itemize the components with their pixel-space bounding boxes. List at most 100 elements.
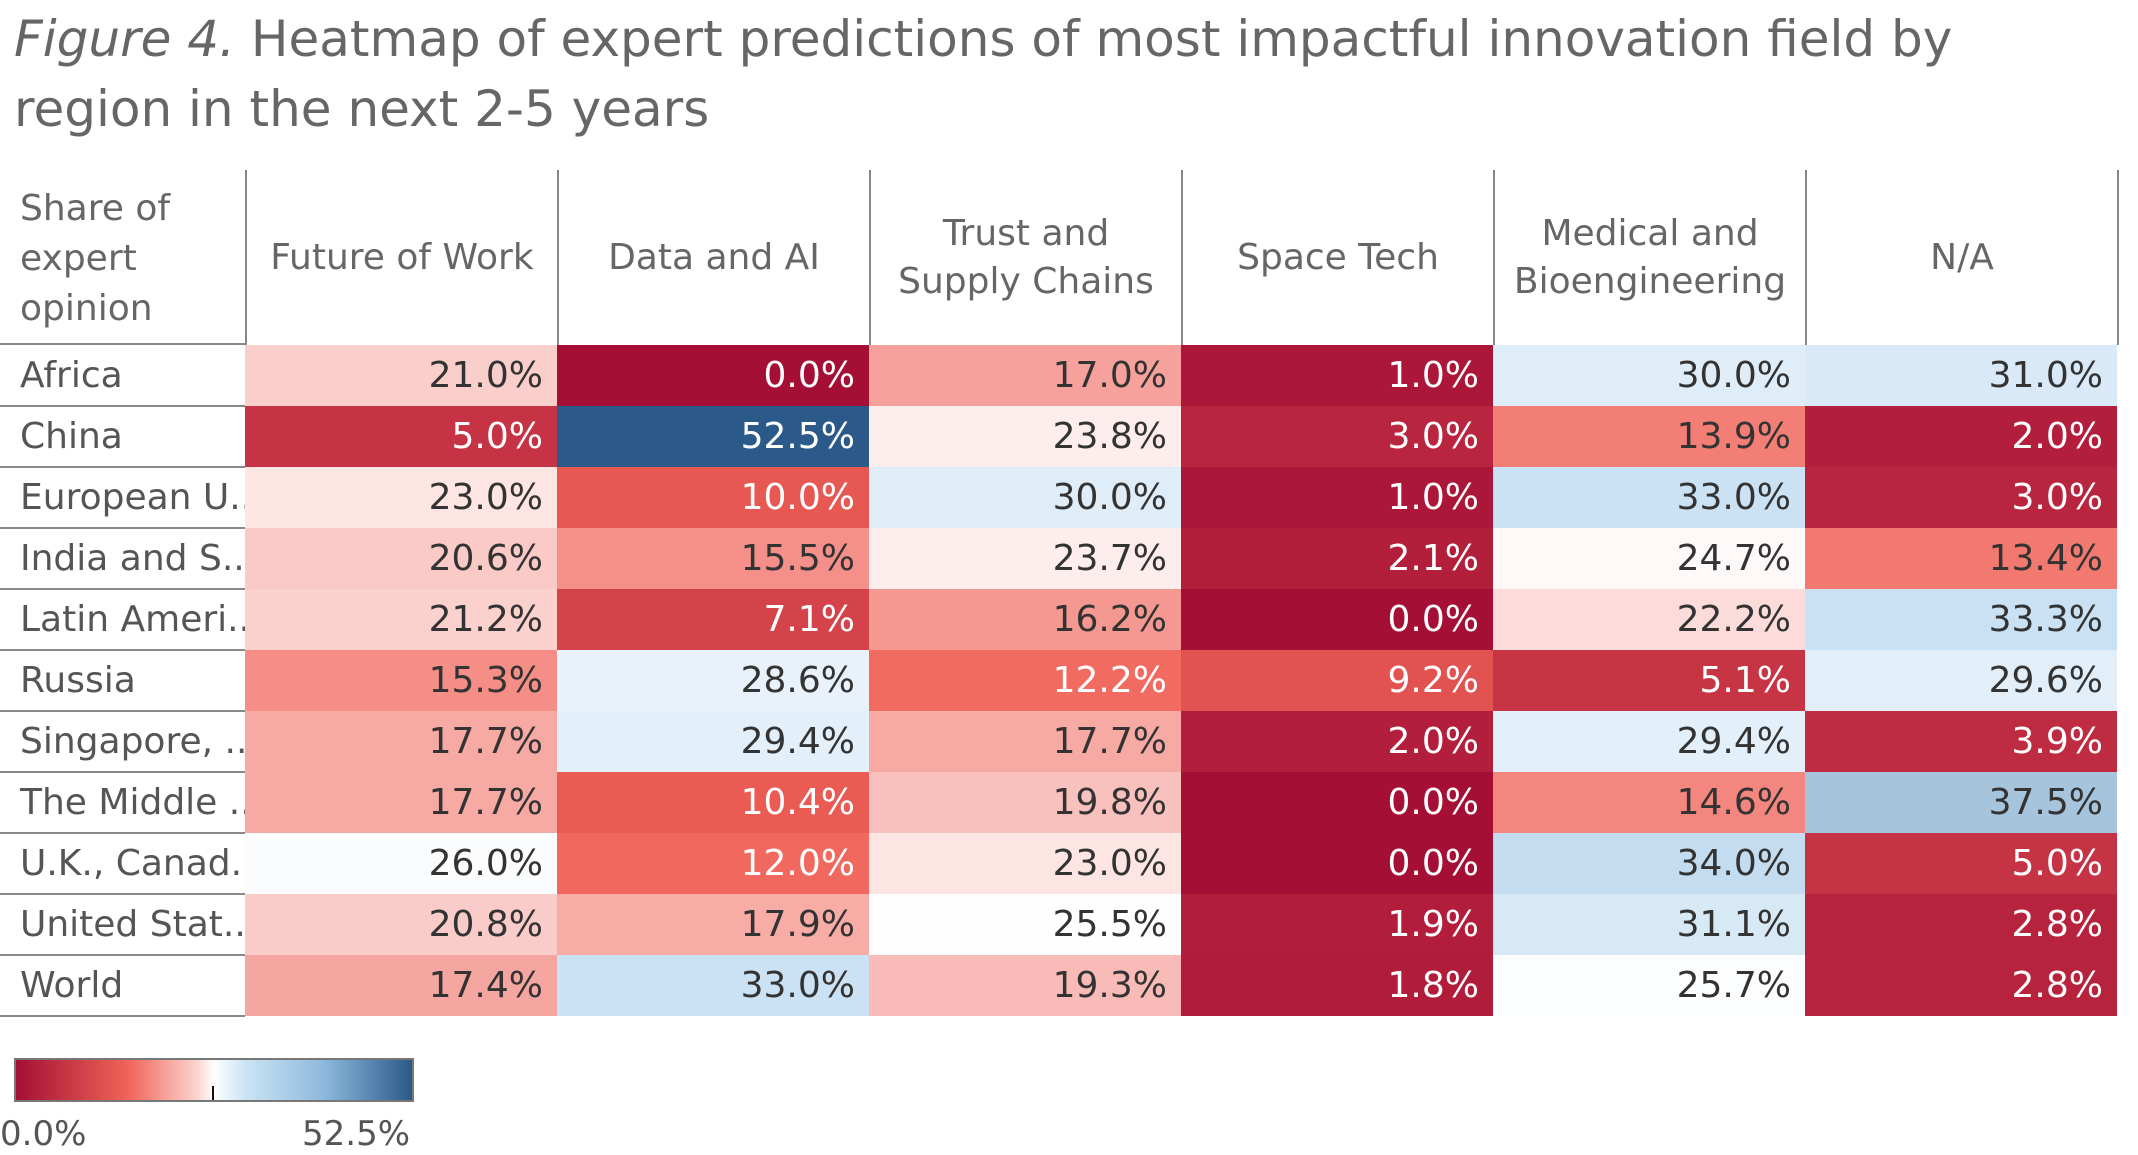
heatmap-cell: 0.0% (557, 345, 869, 406)
heatmap-cell: 14.6% (1493, 772, 1805, 833)
color-legend (14, 1058, 414, 1102)
heatmap-row: Latin Ameri.. 21.2% 7.1% 16.2% 0.0% 22.2% 33.3… (0, 589, 2120, 651)
heatmap-cell: 20.6% (245, 528, 557, 589)
row-divider (0, 405, 245, 407)
heatmap-cell: 1.0% (1181, 345, 1493, 406)
heatmap-cell: 29.4% (557, 711, 869, 772)
row-divider (0, 832, 245, 834)
row-divider (0, 649, 245, 651)
heatmap-row: European U.. 23.0% 10.0% 30.0% 1.0% 33.0% 3.0% (0, 467, 2120, 529)
corner-label: Share of expert opinion (20, 188, 171, 329)
row-label: United Stat.. (20, 904, 245, 945)
heatmap-cell: 12.0% (557, 833, 869, 894)
heatmap-cell: 24.7% (1493, 528, 1805, 589)
legend-gradient (14, 1058, 414, 1102)
heatmap-cell: 1.0% (1181, 467, 1493, 528)
heatmap-row: India and S.. 20.6% 15.5% 23.7% 2.1% 24.7% 13.… (0, 528, 2120, 590)
heatmap-cell: 21.2% (245, 589, 557, 650)
row-divider (0, 1015, 245, 1017)
heatmap-cell: 28.6% (557, 650, 869, 711)
heatmap-cell: 5.1% (1493, 650, 1805, 711)
heatmap-cell: 13.4% (1805, 528, 2117, 589)
chart-title: Figure 4. Heatmap of expert predictions … (14, 4, 2114, 144)
column-header-medical-and-bioengineering: Medical and Bioengineering (1513, 212, 1787, 302)
heatmap-row: Singapore, .. 17.7% 29.4% 17.7% 2.0% 29.4% 3.9… (0, 711, 2120, 773)
column-divider (557, 170, 559, 345)
heatmap-cell: 17.7% (869, 711, 1181, 772)
figure-label: Figure 4. (14, 10, 235, 68)
heatmap-cell: 2.8% (1805, 955, 2117, 1016)
heatmap-cell: 33.0% (1493, 467, 1805, 528)
heatmap-row: China 5.0% 52.5% 23.8% 3.0% 13.9% 2.0% (0, 406, 2120, 468)
row-label: Russia (20, 660, 136, 701)
heatmap-cell: 0.0% (1181, 589, 1493, 650)
heatmap-cell: 25.7% (1493, 955, 1805, 1016)
column-divider (245, 170, 247, 345)
heatmap-cell: 3.0% (1805, 467, 2117, 528)
heatmap-cell: 29.4% (1493, 711, 1805, 772)
heatmap-cell: 5.0% (1805, 833, 2117, 894)
heatmap-cell: 17.9% (557, 894, 869, 955)
heatmap-cell: 1.9% (1181, 894, 1493, 955)
column-header-na: N/A (1930, 236, 1994, 278)
title-text: Heatmap of expert predictions of most im… (14, 10, 1953, 138)
column-divider (1493, 170, 1495, 345)
heatmap-cell: 31.1% (1493, 894, 1805, 955)
row-divider (0, 343, 245, 345)
heatmap-cell: 23.0% (869, 833, 1181, 894)
heatmap-cell: 52.5% (557, 406, 869, 467)
heatmap-cell: 23.0% (245, 467, 557, 528)
heatmap-row: Africa 21.0% 0.0% 17.0% 1.0% 30.0% 31.0% (0, 345, 2120, 407)
legend-min-label: 0.0% (0, 1114, 87, 1154)
heatmap-cell: 30.0% (869, 467, 1181, 528)
row-divider (0, 954, 245, 956)
heatmap-cell: 23.8% (869, 406, 1181, 467)
heatmap-cell: 21.0% (245, 345, 557, 406)
row-label: European U.. (20, 477, 245, 518)
heatmap-cell: 34.0% (1493, 833, 1805, 894)
heatmap-cell: 25.5% (869, 894, 1181, 955)
legend-midpoint-tick (212, 1086, 214, 1100)
heatmap-cell: 17.7% (245, 772, 557, 833)
heatmap-cell: 2.1% (1181, 528, 1493, 589)
heatmap-cell: 12.2% (869, 650, 1181, 711)
heatmap-cell: 2.8% (1805, 894, 2117, 955)
heatmap-cell: 10.4% (557, 772, 869, 833)
heatmap-cell: 37.5% (1805, 772, 2117, 833)
heatmap-cell: 22.2% (1493, 589, 1805, 650)
heatmap-header: Share of expert opinion Future of Work Da… (0, 170, 2120, 345)
row-label: Latin Ameri.. (20, 599, 245, 640)
heatmap-cell: 17.7% (245, 711, 557, 772)
column-header-space-tech: Space Tech (1237, 236, 1439, 278)
heatmap-cell: 19.3% (869, 955, 1181, 1016)
heatmap-cell: 29.6% (1805, 650, 2117, 711)
heatmap-cell: 1.8% (1181, 955, 1493, 1016)
row-label: India and S.. (20, 538, 245, 579)
heatmap-cell: 33.0% (557, 955, 869, 1016)
row-divider (0, 588, 245, 590)
heatmap-row: United Stat.. 20.8% 17.9% 25.5% 1.9% 31.1% 2.8… (0, 894, 2120, 956)
legend-max-label: 52.5% (302, 1114, 411, 1154)
heatmap-row: Russia 15.3% 28.6% 12.2% 9.2% 5.1% 29.6% (0, 650, 2120, 712)
heatmap-cell: 9.2% (1181, 650, 1493, 711)
heatmap-cell: 10.0% (557, 467, 869, 528)
heatmap-cell: 17.4% (245, 955, 557, 1016)
heatmap-cell: 3.0% (1181, 406, 1493, 467)
column-header-trust-and-supply-chains: Trust and Supply Chains (898, 212, 1154, 302)
heatmap-cell: 7.1% (557, 589, 869, 650)
row-label: U.K., Canad.. (20, 843, 245, 884)
column-divider (869, 170, 871, 345)
row-divider (0, 466, 245, 468)
column-header-data-and-ai: Data and AI (608, 236, 820, 278)
row-label: Africa (20, 355, 123, 396)
row-label: Singapore, .. (20, 721, 245, 762)
column-header-future-of-work: Future of Work (270, 236, 534, 278)
heatmap-cell: 13.9% (1493, 406, 1805, 467)
heatmap-cell: 26.0% (245, 833, 557, 894)
heatmap-row: U.K., Canad.. 26.0% 12.0% 23.0% 0.0% 34.0% 5.0… (0, 833, 2120, 895)
row-label: World (20, 965, 124, 1006)
heatmap-row: World 17.4% 33.0% 19.3% 1.8% 25.7% 2.8% (0, 955, 2120, 1017)
column-divider (1181, 170, 1183, 345)
heatmap-cell: 15.3% (245, 650, 557, 711)
heatmap-cell: 23.7% (869, 528, 1181, 589)
